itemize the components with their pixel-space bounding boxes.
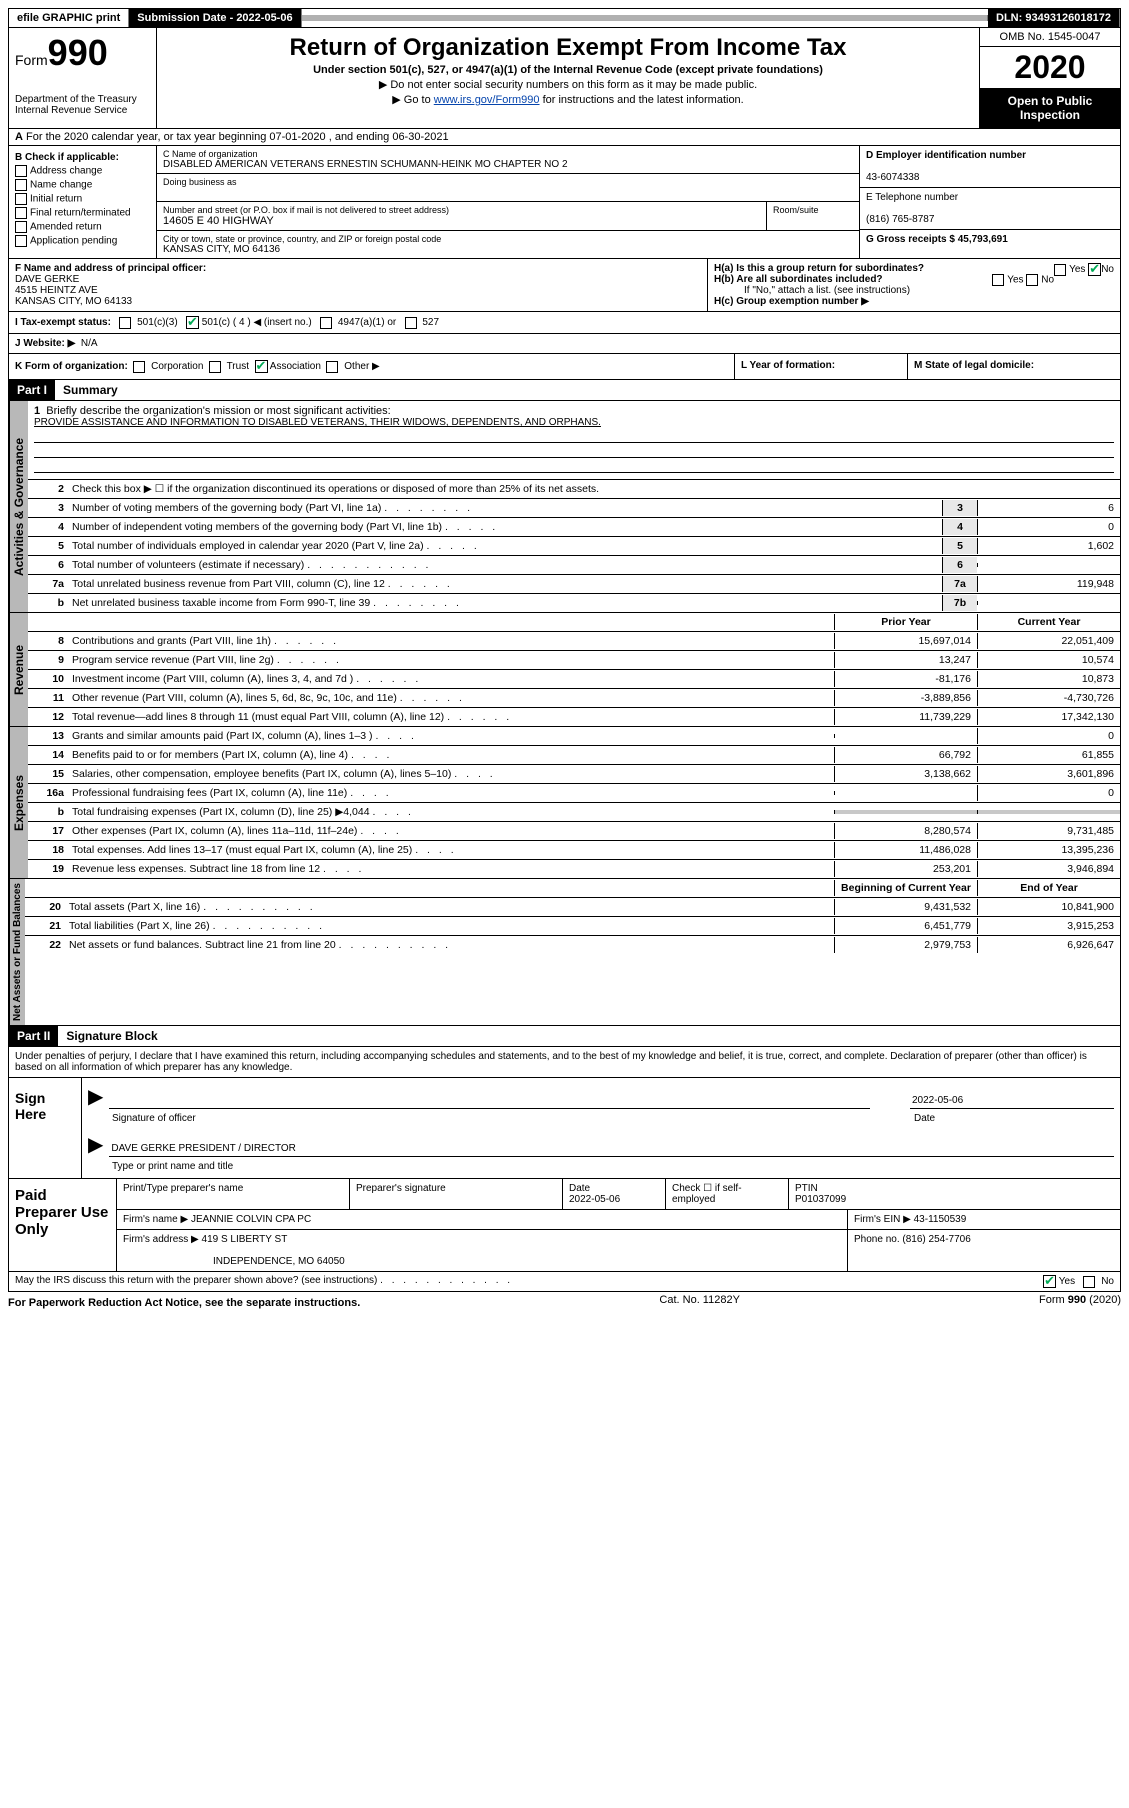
box-h: H(a) Is this a group return for subordin… [708,259,1120,311]
ssn-note: ▶ Do not enter social security numbers o… [165,78,971,91]
box-f: F Name and address of principal officer:… [9,259,708,311]
phone-value: (816) 765-8787 [866,214,934,225]
form-subtitle: Under section 501(c), 527, or 4947(a)(1)… [165,64,971,76]
netassets-section: Net Assets or Fund Balances Beginning of… [8,879,1121,1026]
table-row: 21 Total liabilities (Part X, line 26) .… [25,917,1120,936]
submission-date: Submission Date - 2022-05-06 [129,9,301,27]
table-row: 22 Net assets or fund balances. Subtract… [25,936,1120,954]
table-row: 15 Salaries, other compensation, employe… [28,765,1120,784]
table-row: 13 Grants and similar amounts paid (Part… [28,727,1120,746]
officer-group-row: F Name and address of principal officer:… [8,259,1121,312]
table-row: 19 Revenue less expenses. Subtract line … [28,860,1120,878]
sign-date: 2022-05-06 [910,1093,1114,1109]
sign-here-block: Sign Here ▶ 2022-05-06 Signature of offi… [8,1078,1121,1179]
part-i-header: Part I Summary [8,380,1121,401]
efile-label: efile GRAPHIC print [9,9,129,27]
discuss-row: May the IRS discuss this return with the… [8,1272,1121,1292]
box-klm: K Form of organization: Corporation Trus… [8,354,1121,380]
table-row: 16a Professional fundraising fees (Part … [28,784,1120,803]
street-address: 14605 E 40 HIGHWAY [163,215,760,227]
form-number-footer: Form 990 (2020) [1039,1294,1121,1312]
box-d: D Employer identification number 43-6074… [860,146,1120,188]
open-public-badge: Open to Public Inspection [980,88,1120,128]
top-bar: efile GRAPHIC print Submission Date - 20… [8,8,1121,28]
form-header: Form990 Department of the Treasury Inter… [8,28,1121,129]
ein-value: 43-6074338 [866,172,919,183]
paid-preparer-block: Paid Preparer Use Only Print/Type prepar… [8,1179,1121,1272]
governance-side-label: Activities & Governance [9,401,28,612]
table-row: 14 Benefits paid to or for members (Part… [28,746,1120,765]
revenue-side-label: Revenue [9,613,28,726]
page-footer: For Paperwork Reduction Act Notice, see … [8,1292,1121,1314]
irs-label: Internal Revenue Service [15,105,150,116]
table-row: 9 Program service revenue (Part VIII, li… [28,651,1120,670]
officer-name: DAVE GERKE PRESIDENT / DIRECTOR [109,1141,1114,1157]
expenses-side-label: Expenses [9,727,28,878]
signature-declaration: Under penalties of perjury, I declare th… [8,1047,1121,1078]
box-g: G Gross receipts $ 45,793,691 [860,230,1120,249]
org-name: DISABLED AMERICAN VETERANS ERNESTIN SCHU… [163,159,853,170]
arrow-icon: ▶ [88,1132,103,1157]
form-title: Return of Organization Exempt From Incom… [165,34,971,62]
omb-number: OMB No. 1545-0047 [980,28,1120,47]
tax-year: 2020 [980,47,1120,88]
table-row: b Total fundraising expenses (Part IX, c… [28,803,1120,822]
box-j-website: J Website: ▶ N/A [8,334,1121,354]
table-row: 8 Contributions and grants (Part VIII, l… [28,632,1120,651]
dept-treasury: Department of the Treasury [15,94,150,105]
table-row: 18 Total expenses. Add lines 13–17 (must… [28,841,1120,860]
dln-label: DLN: 93493126018172 [988,9,1120,27]
part-ii-header: Part II Signature Block [8,1026,1121,1047]
table-row: 20 Total assets (Part X, line 16) . . . … [25,898,1120,917]
section-a-tax-year: A For the 2020 calendar year, or tax yea… [8,129,1121,146]
city-state-zip: KANSAS CITY, MO 64136 [163,244,853,255]
box-e: E Telephone number (816) 765-8787 [860,188,1120,230]
table-row: 17 Other expenses (Part IX, column (A), … [28,822,1120,841]
revenue-section: Revenue Prior Year Current Year 8 Contri… [8,613,1121,727]
topbar-spacer [302,15,988,21]
irs-link[interactable]: www.irs.gov/Form990 [434,94,540,106]
arrow-icon: ▶ [88,1084,103,1109]
box-c: C Name of organization DISABLED AMERICAN… [157,146,859,258]
box-b: B Check if applicable: Address change Na… [9,146,157,258]
website-note: ▶ Go to www.irs.gov/Form990 for instruct… [165,93,971,106]
identity-block: B Check if applicable: Address change Na… [8,146,1121,259]
form-number: Form990 [15,32,150,74]
table-row: 12 Total revenue—add lines 8 through 11 … [28,708,1120,726]
governance-section: Activities & Governance 1 Briefly descri… [8,401,1121,613]
mission-text: PROVIDE ASSISTANCE AND INFORMATION TO DI… [34,417,1114,428]
table-row: 11 Other revenue (Part VIII, column (A),… [28,689,1120,708]
netassets-side-label: Net Assets or Fund Balances [9,879,25,1025]
box-i-tax-status: I Tax-exempt status: 501(c)(3) 501(c) ( … [8,312,1121,334]
expenses-section: Expenses 13 Grants and similar amounts p… [8,727,1121,879]
table-row: 10 Investment income (Part VIII, column … [28,670,1120,689]
